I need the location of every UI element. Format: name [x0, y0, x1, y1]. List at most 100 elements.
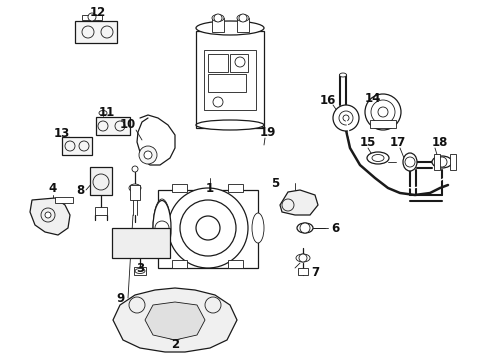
- Ellipse shape: [296, 254, 310, 262]
- Text: 1: 1: [206, 181, 214, 194]
- Circle shape: [299, 254, 307, 262]
- Circle shape: [79, 141, 89, 151]
- Text: 15: 15: [360, 135, 376, 149]
- Text: 2: 2: [171, 338, 179, 351]
- Polygon shape: [30, 198, 70, 235]
- Circle shape: [155, 221, 169, 235]
- Text: 11: 11: [99, 105, 115, 118]
- Bar: [158, 190, 258, 268]
- Bar: [237, 18, 249, 32]
- Circle shape: [405, 157, 415, 167]
- Circle shape: [235, 57, 245, 67]
- Circle shape: [65, 141, 75, 151]
- Bar: [82, 15, 102, 20]
- Bar: [208, 54, 228, 72]
- Text: 13: 13: [54, 126, 70, 140]
- Bar: [96, 117, 130, 135]
- Circle shape: [365, 94, 401, 130]
- Circle shape: [282, 199, 294, 211]
- Text: 12: 12: [90, 5, 106, 18]
- Circle shape: [45, 212, 51, 218]
- Circle shape: [98, 121, 108, 131]
- Bar: [90, 167, 112, 195]
- Circle shape: [333, 105, 359, 131]
- Circle shape: [144, 151, 152, 159]
- Bar: [228, 184, 243, 192]
- Bar: [228, 260, 243, 268]
- Circle shape: [101, 26, 113, 38]
- Circle shape: [378, 107, 388, 117]
- Text: 6: 6: [331, 221, 339, 234]
- Bar: [204, 50, 256, 110]
- Circle shape: [437, 157, 447, 167]
- Bar: [112, 228, 170, 258]
- Circle shape: [214, 14, 222, 22]
- Circle shape: [41, 208, 55, 222]
- Text: 17: 17: [390, 135, 406, 149]
- Bar: [196, 31, 264, 128]
- Text: 19: 19: [260, 126, 276, 139]
- Circle shape: [180, 200, 236, 256]
- Ellipse shape: [340, 73, 346, 77]
- Bar: [172, 184, 187, 192]
- Ellipse shape: [153, 199, 171, 257]
- Polygon shape: [145, 302, 205, 340]
- Polygon shape: [280, 190, 318, 215]
- Bar: [208, 74, 246, 92]
- Bar: [450, 154, 456, 170]
- Ellipse shape: [129, 184, 141, 192]
- Bar: [75, 21, 117, 43]
- Ellipse shape: [135, 269, 145, 274]
- Ellipse shape: [372, 154, 384, 162]
- Circle shape: [213, 97, 223, 107]
- Bar: [298, 268, 308, 275]
- Circle shape: [239, 14, 247, 22]
- Ellipse shape: [196, 21, 264, 35]
- Text: 7: 7: [311, 266, 319, 279]
- Text: 14: 14: [365, 91, 381, 104]
- Bar: [172, 260, 187, 268]
- Text: 5: 5: [271, 176, 279, 189]
- Bar: [370, 120, 396, 128]
- Circle shape: [93, 174, 109, 190]
- Circle shape: [129, 297, 145, 313]
- Text: 16: 16: [320, 94, 336, 107]
- Ellipse shape: [99, 111, 107, 116]
- Circle shape: [115, 121, 125, 131]
- Circle shape: [300, 223, 310, 233]
- Circle shape: [82, 26, 94, 38]
- Ellipse shape: [237, 14, 249, 22]
- Text: 4: 4: [49, 181, 57, 194]
- Circle shape: [171, 306, 179, 314]
- Circle shape: [165, 320, 185, 340]
- Circle shape: [343, 115, 349, 121]
- Ellipse shape: [403, 153, 417, 171]
- Bar: [230, 54, 248, 72]
- Bar: [62, 137, 92, 155]
- Bar: [434, 154, 440, 170]
- Circle shape: [339, 111, 353, 125]
- Text: 9: 9: [116, 292, 124, 305]
- Ellipse shape: [367, 152, 389, 164]
- Ellipse shape: [196, 120, 264, 130]
- Circle shape: [168, 188, 248, 268]
- Circle shape: [88, 13, 96, 21]
- Circle shape: [371, 100, 395, 124]
- Bar: [130, 185, 140, 200]
- Circle shape: [205, 297, 221, 313]
- Ellipse shape: [252, 213, 264, 243]
- Ellipse shape: [297, 223, 313, 233]
- Ellipse shape: [132, 166, 138, 172]
- Ellipse shape: [432, 156, 452, 168]
- Ellipse shape: [212, 14, 224, 22]
- Bar: [95, 207, 107, 215]
- Polygon shape: [113, 288, 237, 352]
- Bar: [134, 267, 146, 275]
- Text: 18: 18: [432, 135, 448, 149]
- Text: 10: 10: [120, 117, 136, 131]
- Text: 3: 3: [136, 261, 144, 275]
- Circle shape: [196, 216, 220, 240]
- Circle shape: [139, 146, 157, 164]
- Bar: [55, 197, 73, 203]
- Bar: [212, 18, 224, 32]
